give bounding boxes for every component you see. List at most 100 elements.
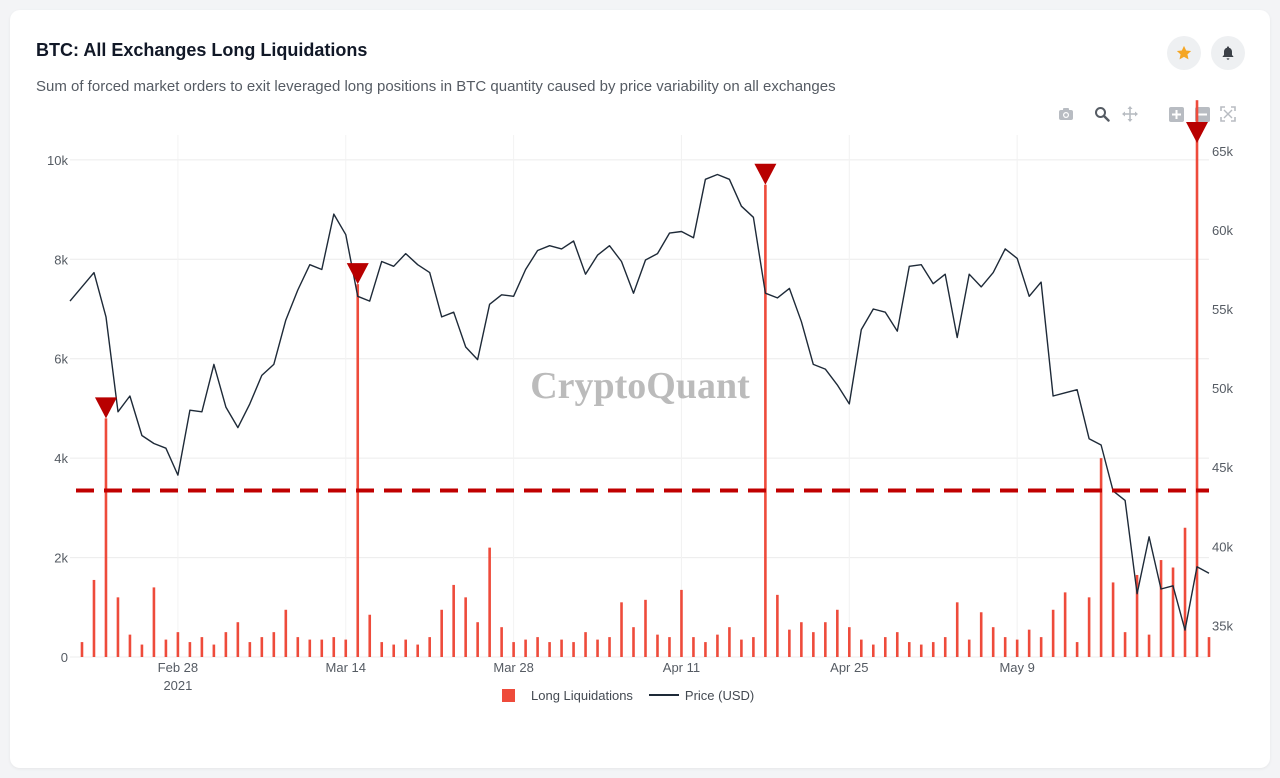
liquidation-bar[interactable] [416,644,419,657]
liquidation-bar[interactable] [848,627,851,657]
liquidation-bar[interactable] [608,637,611,657]
liquidation-bar[interactable] [979,612,983,657]
liquidation-bar[interactable] [500,627,503,657]
liquidation-bar[interactable] [644,599,647,657]
liquidation-bar[interactable] [524,639,527,657]
liquidation-bar[interactable] [620,602,623,657]
liquidation-bar[interactable] [188,642,192,657]
liquidation-bar[interactable] [800,622,803,657]
liquidation-bar[interactable] [464,597,467,657]
liquidation-bar[interactable] [883,637,887,657]
liquidation-bar[interactable] [919,644,923,657]
liquidation-bar[interactable] [680,589,683,657]
liquidation-bar[interactable] [224,632,228,657]
liquidation-bar[interactable] [812,632,815,657]
autoscale-button[interactable] [1218,104,1238,124]
legend-label-price[interactable]: Price (USD) [684,687,755,703]
liquidation-bar[interactable] [1183,527,1187,657]
liquidation-bar[interactable] [1051,609,1055,657]
liquidation-bar[interactable] [392,644,396,657]
liquidation-bar[interactable] [1003,637,1007,657]
liquidation-bar[interactable] [1135,574,1139,657]
liquidation-bar[interactable] [560,639,563,657]
liquidation-bar[interactable] [632,627,635,657]
pan-button[interactable] [1120,104,1140,124]
liquidation-bar[interactable] [380,642,384,657]
liquidation-bar[interactable] [752,637,755,657]
liquidation-bar[interactable] [704,642,707,657]
liquidation-bar[interactable] [1075,642,1079,657]
zoom-in-button[interactable] [1166,104,1186,124]
liquidation-bar[interactable] [776,594,779,657]
liquidation-bar[interactable] [272,632,276,657]
liquidation-bar[interactable] [1027,629,1031,657]
liquidation-bar[interactable] [991,627,995,657]
liquidation-bar[interactable] [236,622,240,657]
liquidation-bar[interactable] [596,639,599,657]
liquidation-bar[interactable] [824,622,827,657]
liquidation-bar[interactable] [320,639,324,657]
liquidation-bar[interactable] [668,637,671,657]
liquidation-bar[interactable] [428,637,431,657]
liquidation-bar[interactable] [404,639,408,657]
liquidation-bar[interactable] [895,632,899,657]
liquidation-bar[interactable] [140,644,144,657]
liquidation-bar[interactable] [332,637,336,657]
liquidation-bar[interactable] [284,609,288,657]
liquidation-bar[interactable] [1087,597,1091,657]
liquidation-bar[interactable] [548,642,551,657]
liquidation-bar[interactable] [716,634,719,657]
liquidation-bar[interactable] [836,609,839,657]
liquidation-bar[interactable] [943,637,947,657]
liquidation-bar[interactable] [488,547,491,657]
camera-button[interactable] [1056,104,1076,124]
liquidation-bar[interactable] [212,644,216,657]
favorite-button[interactable] [1167,36,1201,70]
liquidation-bar[interactable] [92,579,96,657]
liquidation-bar[interactable] [931,642,935,657]
liquidation-bar[interactable] [1099,458,1103,657]
liquidation-bar[interactable] [200,637,204,657]
liquidation-bar[interactable] [1171,567,1175,657]
liquidation-bar[interactable] [656,634,659,657]
liquidation-bar[interactable] [1195,100,1199,657]
liquidation-bar[interactable] [764,184,767,657]
liquidation-bar[interactable] [152,587,156,657]
liquidation-bar[interactable] [368,614,372,657]
liquidation-bar[interactable] [728,627,731,657]
liquidation-bar[interactable] [512,642,515,657]
liquidation-bar[interactable] [344,639,348,657]
liquidation-bar[interactable] [260,637,264,657]
liquidation-bar[interactable] [476,622,479,657]
liquidation-bar[interactable] [1147,634,1151,657]
liquidation-bar[interactable] [1123,632,1127,657]
liquidation-bar[interactable] [536,637,539,657]
liquidation-bar[interactable] [1039,637,1043,657]
liquidation-bar[interactable] [296,637,300,657]
liquidation-bar[interactable] [1207,637,1211,657]
liquidation-bar[interactable] [128,634,132,657]
liquidation-bar[interactable] [871,644,875,657]
liquidation-bar[interactable] [1063,592,1067,657]
liquidation-bar[interactable] [692,637,695,657]
liquidation-bar[interactable] [452,584,455,657]
liquidation-bar[interactable] [955,602,959,657]
liquidation-bar[interactable] [308,639,312,657]
liquidation-bar[interactable] [104,418,108,657]
liquidation-bar[interactable] [440,609,443,657]
liquidation-bar[interactable] [1111,582,1115,657]
liquidation-bar[interactable] [164,639,168,657]
liquidation-bar[interactable] [248,642,252,657]
liquidation-bar[interactable] [788,629,791,657]
alert-button[interactable] [1211,36,1245,70]
liquidation-bar[interactable] [860,639,863,657]
liquidation-bar[interactable] [584,632,587,657]
liquidation-bar[interactable] [116,597,120,657]
liquidation-bar[interactable] [176,632,180,657]
liquidation-bar[interactable] [740,639,743,657]
liquidation-bar[interactable] [967,639,971,657]
liquidation-bar[interactable] [356,284,360,657]
liquidation-bar[interactable] [80,642,84,657]
liquidation-bar[interactable] [1159,560,1163,657]
liquidation-bar[interactable] [572,642,575,657]
